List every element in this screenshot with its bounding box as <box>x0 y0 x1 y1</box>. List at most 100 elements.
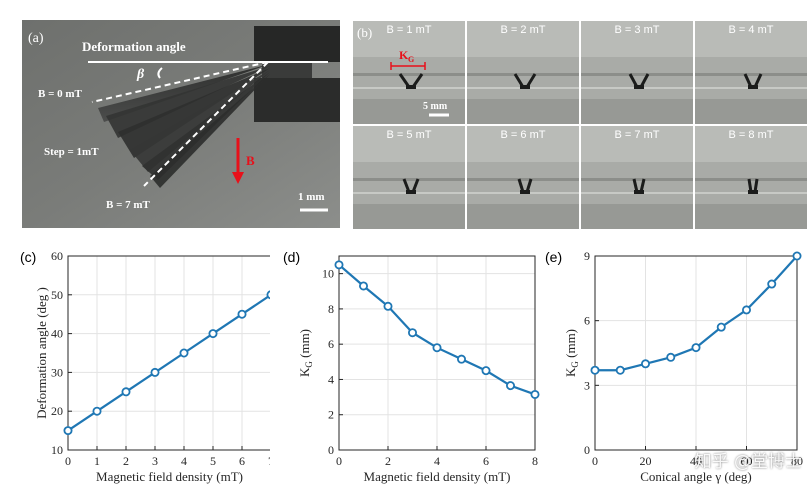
frame-8: B = 8 mT <box>695 126 807 229</box>
x-axis-label: Magnetic field density (mT) <box>364 469 511 484</box>
plot-frame <box>67 255 272 451</box>
x-axis-label: Conical angle γ (deg) <box>640 469 752 484</box>
y-axis-label-sub: G <box>570 361 580 368</box>
x-tick-label: 2 <box>123 454 129 468</box>
frame-label: B = 7 mT <box>614 129 660 141</box>
b-end-label: B = 7 mT <box>106 199 151 211</box>
frame-label: B = 4 mT <box>728 24 774 36</box>
clamp-block-lower <box>254 78 340 122</box>
data-point <box>63 426 73 436</box>
data-point <box>359 281 369 291</box>
frame-1: K G (b) 5 mm B = 1 mT <box>353 21 465 124</box>
clamp-block <box>254 26 340 62</box>
data-point <box>432 343 442 353</box>
y-tick-label: 30 <box>51 365 63 379</box>
data-point <box>481 366 491 376</box>
data-point <box>334 260 344 270</box>
data-point <box>456 354 466 364</box>
frame-label: B = 2 mT <box>500 24 546 36</box>
frame-2: B = 2 mT <box>467 21 579 124</box>
data-point <box>792 251 802 261</box>
y-tick-label: 2 <box>328 408 334 422</box>
panel-b-label: (b) <box>357 25 372 40</box>
panel-label: (c) <box>20 249 36 265</box>
x-tick-label: 80 <box>791 454 803 468</box>
y-tick-label: 4 <box>328 372 334 386</box>
y-tick-label: 60 <box>51 249 63 263</box>
y-tick-label: 9 <box>584 249 590 263</box>
panel-label: (d) <box>283 249 300 265</box>
frame-label: B = 1 mT <box>386 24 432 36</box>
data-point <box>741 305 751 315</box>
panel-b-grid: K G (b) 5 mm B = 1 mT B = 2 mT B = 3 mT B = 4 m… <box>352 20 809 230</box>
chart-svg: 0 1 2 3 4 5 6 7 10 20 30 40 50 60 Magnetic field densi… <box>20 249 276 484</box>
frame-7: B = 7 mT <box>581 126 693 229</box>
data-point <box>530 389 540 399</box>
watermark: 知乎 @堂博士 <box>694 452 802 472</box>
panel-a-label: (a) <box>28 31 44 46</box>
chart-svg: 0 2 4 6 8 0 2 4 6 8 10 Magnetic field density (mT) K… <box>283 249 540 484</box>
frame-label: B = 8 mT <box>728 129 774 141</box>
y-tick-label: 50 <box>51 288 63 302</box>
x-tick-label: 0 <box>592 454 598 468</box>
scale-label-b: 5 mm <box>423 101 448 112</box>
b-start-label: B = 0 mT <box>38 88 83 100</box>
chart-d: 0 2 4 6 8 0 2 4 6 8 10 Magnetic field density (mT) K… <box>275 240 545 490</box>
frame-label: B = 3 mT <box>614 24 660 36</box>
y-tick-label: 3 <box>584 378 590 392</box>
field-arrow-head <box>232 172 244 184</box>
x-tick-label: 7 <box>268 454 270 468</box>
data-point <box>179 348 189 358</box>
y-tick-label: 0 <box>584 443 590 457</box>
x-tick-label: 0 <box>336 454 342 468</box>
y-tick-label: 8 <box>328 302 334 316</box>
chart-e: 0 20 40 60 80 0 3 6 9 Conical angle γ (deg) KG (mm… <box>543 240 812 490</box>
frame-4: B = 4 mT <box>695 21 807 124</box>
frame-6: B = 6 mT <box>467 126 579 229</box>
x-tick-label: 20 <box>640 454 652 468</box>
x-tick-label: 6 <box>239 454 245 468</box>
data-point <box>92 406 102 416</box>
y-axis-label-main: K <box>297 367 312 377</box>
y-tick-label: 40 <box>51 327 63 341</box>
y-tick-label: 6 <box>584 314 590 328</box>
deformation-angle-title: Deformation angle <box>82 39 186 54</box>
x-tick-label: 60 <box>741 454 753 468</box>
series-line <box>67 293 272 432</box>
dashed-line-b0 <box>91 61 269 103</box>
x-tick-label: 6 <box>483 454 489 468</box>
data-point <box>615 365 625 375</box>
panel-label: (e) <box>545 249 562 265</box>
x-axis-label: Magnetic field density (mT) <box>96 469 243 484</box>
data-point <box>716 322 726 332</box>
y-tick-label: 10 <box>322 267 334 281</box>
data-point <box>590 365 600 375</box>
x-tick-label: 40 <box>690 454 702 468</box>
beam-fan-6 <box>150 74 270 188</box>
x-tick-label: 4 <box>434 454 440 468</box>
frame-3: B = 3 mT <box>581 21 693 124</box>
y-tick-label: 0 <box>328 443 334 457</box>
x-tick-label: 3 <box>152 454 158 468</box>
x-tick-label: 0 <box>65 454 71 468</box>
data-point <box>383 301 393 311</box>
y-axis-label: KG (mm) <box>297 329 314 377</box>
frame-5: B = 5 mT <box>353 126 465 229</box>
scale-label: 1 mm <box>298 191 325 203</box>
data-point <box>237 309 247 319</box>
beta-symbol: β <box>136 67 145 82</box>
data-point <box>150 367 160 377</box>
data-point <box>266 290 276 300</box>
data-point <box>208 329 218 339</box>
data-point <box>691 343 701 353</box>
kg-label: K <box>399 48 409 62</box>
y-tick-label: 20 <box>51 404 63 418</box>
x-tick-label: 5 <box>210 454 216 468</box>
panel-a-photo: (a) Deformation angle β B = 0 mT Step = … <box>22 20 340 228</box>
data-point <box>666 352 676 362</box>
y-axis-label: Deformation angle (deg ) <box>34 287 49 419</box>
data-point <box>505 381 515 391</box>
kg-subscript: G <box>408 55 414 64</box>
x-tick-label: 1 <box>94 454 100 468</box>
field-arrow-label: B <box>246 153 255 168</box>
